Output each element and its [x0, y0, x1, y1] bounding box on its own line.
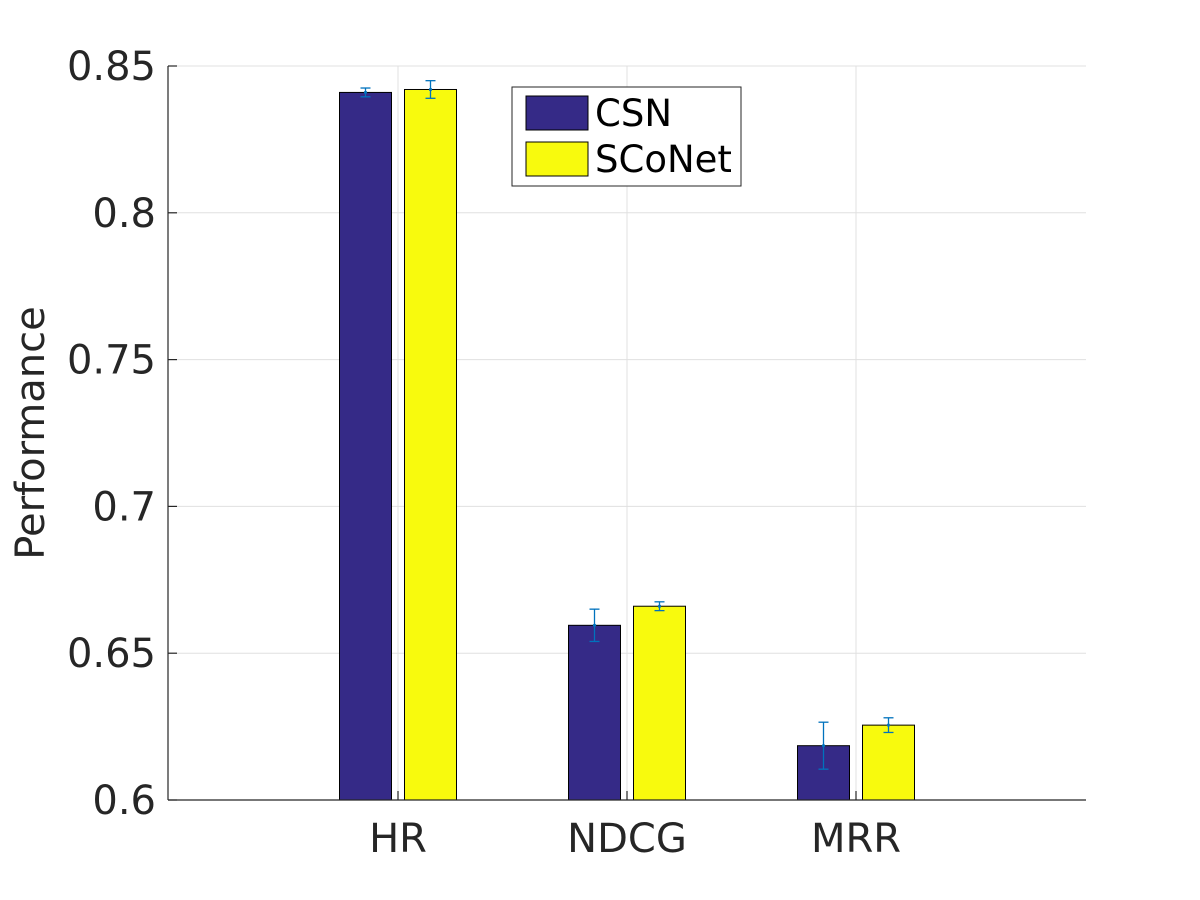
x-axis-ticks: HR NDCG MRR: [369, 791, 901, 862]
legend-label-csn: CSN: [595, 92, 672, 135]
bar-sconet-mrr: [862, 724, 915, 801]
legend-label-sconet: SCoNet: [595, 138, 732, 181]
bar-csn-hr: [339, 91, 392, 801]
y-tick-label: 0.65: [67, 631, 156, 677]
grid-lines: [168, 65, 1086, 801]
bar-sconet-hr: [404, 88, 457, 801]
x-tick-label-hr: HR: [369, 816, 427, 862]
y-tick-label: 0.75: [67, 338, 156, 384]
error-bars-group: [360, 80, 894, 770]
bars-group: [339, 88, 915, 801]
error-bar-sconet-ndcg: [654, 601, 665, 612]
error-bar-csn-mrr: [818, 721, 829, 770]
y-tick-label: 0.7: [92, 484, 156, 530]
error-bar-csn-hr: [360, 87, 371, 98]
bar-csn-ndcg: [568, 624, 621, 801]
legend-swatch-sconet: [525, 141, 589, 177]
legend-swatch-csn: [525, 95, 589, 131]
y-tick-label: 0.8: [92, 191, 156, 237]
y-axis-label: Performance: [8, 306, 54, 559]
x-tick-label-ndcg: NDCG: [567, 816, 687, 862]
error-bar-csn-ndcg: [589, 608, 600, 643]
y-axis-ticks: 0.6 0.65 0.7 0.75 0.8 0.85: [67, 44, 177, 824]
error-bar-sconet-hr: [425, 80, 436, 99]
x-tick-label-mrr: MRR: [811, 816, 901, 862]
y-tick-label: 0.85: [67, 44, 156, 90]
bar-sconet-ndcg: [633, 605, 686, 801]
error-bar-sconet-mrr: [883, 717, 894, 734]
y-tick-label: 0.6: [92, 778, 156, 824]
